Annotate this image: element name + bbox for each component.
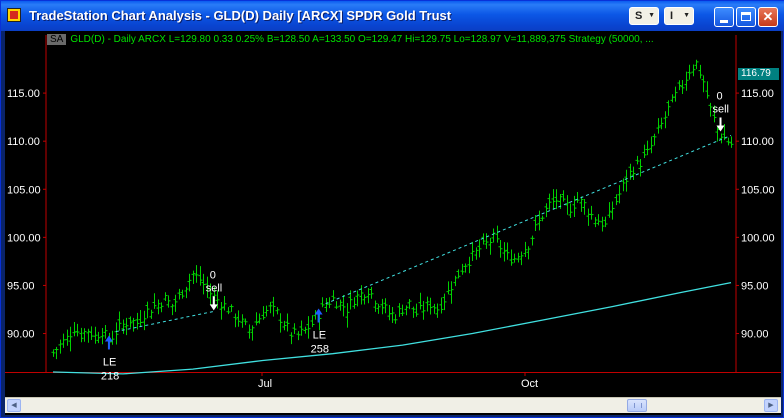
y-tick-label-right: 90.00 — [741, 329, 769, 341]
y-tick-label-left: 110.00 — [7, 136, 40, 148]
exit-signal-quantity: 0 — [210, 269, 216, 281]
maximize-button[interactable] — [736, 7, 756, 27]
x-tick-label: Jul — [258, 378, 272, 390]
price-chart[interactable]: 90.00 90.00 95.00 95.00 100.00 100.00 105.00 10… — [5, 31, 781, 397]
close-icon: ✕ — [762, 9, 774, 24]
symbol-quote-text: GLD(D) - Daily ARCX L=129.80 0.33 0.25% … — [70, 34, 654, 45]
title-bar[interactable]: TradeStation Chart Analysis - GLD(D) Dai… — [1, 1, 784, 31]
minimize-button[interactable] — [714, 7, 734, 27]
exit-signal-label: sell — [206, 282, 223, 294]
maximize-icon — [741, 12, 751, 21]
scroll-left-button[interactable]: ◀ — [7, 399, 21, 412]
strategy-trendline — [325, 134, 732, 305]
strategy-trendline — [115, 310, 214, 333]
x-tick-label: Oct — [521, 378, 538, 390]
y-tick-label-right: 100.00 — [741, 232, 775, 244]
entry-signal-label: LE — [103, 356, 116, 368]
symbol-status-line: SA GLD(D) - Daily ARCX L=129.80 0.33 0.25… — [47, 34, 654, 45]
indicator-menu-button[interactable]: I ▼ — [664, 7, 694, 25]
chevron-down-icon: ▼ — [648, 12, 655, 19]
window-title: TradeStation Chart Analysis - GLD(D) Dai… — [29, 8, 452, 23]
chart-area[interactable]: SA GLD(D) - Daily ARCX L=129.80 0.33 0.25… — [5, 31, 781, 415]
entry-signal-quantity: 218 — [101, 370, 119, 382]
exit-arrow-icon — [209, 304, 218, 311]
entry-arrow-icon — [104, 335, 113, 342]
entry-arrow-icon — [314, 308, 323, 315]
app-icon — [7, 8, 21, 22]
exit-arrow-icon — [716, 125, 725, 132]
y-tick-label-right: 105.00 — [741, 184, 775, 196]
exit-signal-quantity: 0 — [717, 90, 723, 102]
y-tick-label-left: 95.00 — [7, 280, 35, 292]
y-tick-label-left: 105.00 — [7, 184, 41, 196]
y-tick-label-right: 115.00 — [741, 88, 774, 100]
y-tick-label-right: 95.00 — [741, 280, 769, 292]
horizontal-scrollbar[interactable]: ◀ ▶ — [5, 397, 781, 413]
entry-signal-quantity: 258 — [311, 344, 329, 356]
chevron-down-icon: ▼ — [683, 12, 690, 19]
arrow-left-icon: ◀ — [11, 401, 17, 409]
scroll-right-button[interactable]: ▶ — [764, 399, 778, 412]
strategy-menu-button[interactable]: S ▼ — [629, 7, 659, 25]
scroll-thumb[interactable] — [627, 399, 647, 412]
y-tick-label-left: 100.00 — [7, 232, 41, 244]
moving-average-line — [52, 281, 732, 375]
y-tick-label-right: 110.00 — [741, 136, 774, 148]
minimize-icon — [720, 20, 728, 23]
exit-signal-label: sell — [713, 103, 730, 115]
close-button[interactable]: ✕ — [758, 7, 778, 27]
y-tick-label-left: 115.00 — [7, 88, 40, 100]
sa-badge: SA — [47, 34, 67, 45]
last-price-badge: 116.79 — [738, 68, 779, 80]
strategy-menu-label: S — [635, 10, 643, 22]
y-tick-label-left: 90.00 — [7, 329, 35, 341]
indicator-menu-label: I — [670, 10, 674, 22]
entry-signal-label: LE — [313, 330, 326, 342]
arrow-right-icon: ▶ — [768, 401, 774, 409]
